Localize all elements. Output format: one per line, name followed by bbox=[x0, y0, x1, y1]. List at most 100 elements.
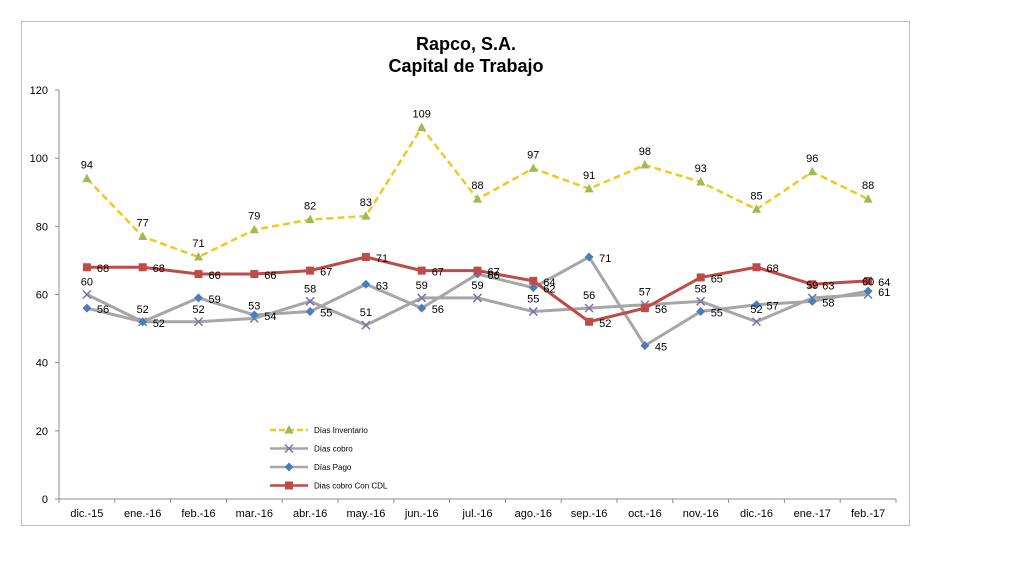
legend-item: Días cobro bbox=[270, 443, 353, 454]
data-label: 82 bbox=[304, 201, 316, 213]
data-label: 88 bbox=[862, 180, 874, 192]
data-label: 71 bbox=[192, 238, 204, 250]
data-point bbox=[82, 263, 91, 272]
data-point bbox=[284, 425, 294, 434]
data-point-stroke bbox=[82, 289, 92, 300]
data-label: 59 bbox=[209, 294, 221, 306]
data-point bbox=[249, 310, 259, 320]
data-label: 56 bbox=[97, 304, 109, 316]
data-point bbox=[82, 173, 92, 183]
data-label: 65 bbox=[711, 273, 723, 285]
legend-item: Días Pago bbox=[270, 462, 352, 472]
data-point bbox=[361, 253, 370, 262]
series-d-as-inventario bbox=[82, 122, 873, 261]
data-point bbox=[640, 304, 649, 313]
data-label: 58 bbox=[822, 297, 834, 309]
data-label: 59 bbox=[416, 280, 428, 292]
data-label: 52 bbox=[153, 318, 165, 330]
y-tick-label: 0 bbox=[42, 494, 48, 506]
data-point bbox=[284, 462, 294, 472]
data-point bbox=[285, 481, 293, 490]
data-label: 62 bbox=[543, 284, 555, 296]
data-point bbox=[194, 252, 203, 261]
x-tick-label: mar.-16 bbox=[236, 508, 273, 520]
data-label: 64 bbox=[878, 277, 890, 289]
line-chart: Rapco, S.A.Capital de Trabajo 0 20 40 60 80 1… bbox=[30, 34, 897, 520]
data-label: 60 bbox=[81, 277, 93, 289]
data-point bbox=[138, 231, 148, 241]
data-label: 109 bbox=[413, 108, 431, 120]
data-label: 56 bbox=[432, 304, 444, 316]
data-label: 79 bbox=[248, 211, 260, 223]
y-tick-label: 120 bbox=[30, 85, 48, 97]
data-label: 59 bbox=[471, 280, 483, 292]
chart-area: Rapco, S.A. Capital de Trabajo 0 20 40 60 80 1… bbox=[21, 21, 910, 526]
data-label: 45 bbox=[655, 342, 667, 354]
data-label: 66 bbox=[488, 270, 500, 282]
data-label: 52 bbox=[192, 304, 204, 316]
data-point-stroke bbox=[305, 296, 315, 306]
data-point-stroke bbox=[751, 317, 762, 327]
x-tick-label: oct.-16 bbox=[628, 508, 662, 520]
data-point bbox=[138, 317, 148, 327]
data-label: 55 bbox=[527, 294, 539, 306]
data-point bbox=[82, 289, 92, 300]
x-tick-label: sep.-16 bbox=[571, 508, 608, 520]
legend-label: Días cobro bbox=[314, 445, 353, 454]
data-label: 68 bbox=[767, 263, 779, 275]
data-label: 53 bbox=[248, 300, 260, 312]
chart-title: Rapco, S.A.Capital de Trabajo bbox=[388, 34, 543, 76]
data-point bbox=[249, 224, 259, 234]
data-point bbox=[696, 273, 705, 282]
series-d-as-cobro bbox=[82, 289, 873, 330]
legend-item: Dias cobro Con CDL bbox=[270, 481, 388, 491]
data-point bbox=[529, 276, 538, 285]
data-label: 67 bbox=[488, 267, 500, 279]
y-tick-label: 80 bbox=[36, 221, 48, 233]
data-point bbox=[696, 307, 706, 317]
data-label: 93 bbox=[695, 163, 707, 175]
data-label: 63 bbox=[822, 280, 834, 292]
data-label: 98 bbox=[639, 146, 651, 158]
data-point bbox=[473, 266, 482, 275]
data-label: 59 bbox=[806, 280, 818, 292]
data-label: 58 bbox=[304, 283, 316, 295]
data-label: 64 bbox=[543, 277, 555, 289]
data-point-stroke bbox=[417, 293, 427, 303]
data-point-stroke bbox=[696, 296, 706, 306]
data-label: 83 bbox=[360, 197, 372, 209]
x-tick-label: ene.-17 bbox=[794, 508, 831, 520]
y-tick-label: 40 bbox=[36, 358, 48, 370]
legend-label: Dias cobro Con CDL bbox=[314, 482, 388, 491]
x-tick-label: jun.-16 bbox=[404, 508, 439, 520]
chart-title-line: Rapco, S.A. bbox=[416, 34, 516, 54]
data-point bbox=[808, 280, 817, 289]
data-point bbox=[863, 286, 873, 296]
data-point bbox=[417, 303, 427, 313]
data-point bbox=[807, 166, 817, 176]
data-point-stroke bbox=[193, 317, 204, 327]
data-point bbox=[138, 263, 147, 272]
data-point bbox=[864, 276, 873, 285]
x-tick-label: dic.-15 bbox=[70, 508, 103, 520]
data-label: 56 bbox=[583, 290, 595, 302]
x-tick-label: ene.-16 bbox=[124, 508, 161, 520]
data-point bbox=[696, 177, 706, 186]
data-point bbox=[751, 317, 762, 327]
data-label: 57 bbox=[639, 287, 651, 299]
data-point bbox=[640, 341, 650, 351]
data-point bbox=[528, 163, 538, 172]
data-point bbox=[752, 263, 761, 272]
data-point bbox=[584, 303, 594, 313]
data-point-stroke bbox=[284, 443, 294, 454]
data-point bbox=[473, 194, 482, 203]
x-tick-label: feb.-17 bbox=[851, 508, 885, 520]
data-label: 66 bbox=[264, 270, 276, 282]
series-dias-cobro-con-cdl bbox=[82, 253, 873, 326]
chart-data-labels: 94 77 71 79 82 83 109 88 97 91 98 93 85 96 88 60 52 52 53 5… bbox=[81, 108, 891, 353]
data-label: 58 bbox=[695, 283, 707, 295]
data-label: 94 bbox=[81, 160, 93, 172]
data-label: 77 bbox=[137, 218, 149, 230]
data-label: 71 bbox=[599, 253, 611, 265]
data-point bbox=[193, 317, 204, 327]
